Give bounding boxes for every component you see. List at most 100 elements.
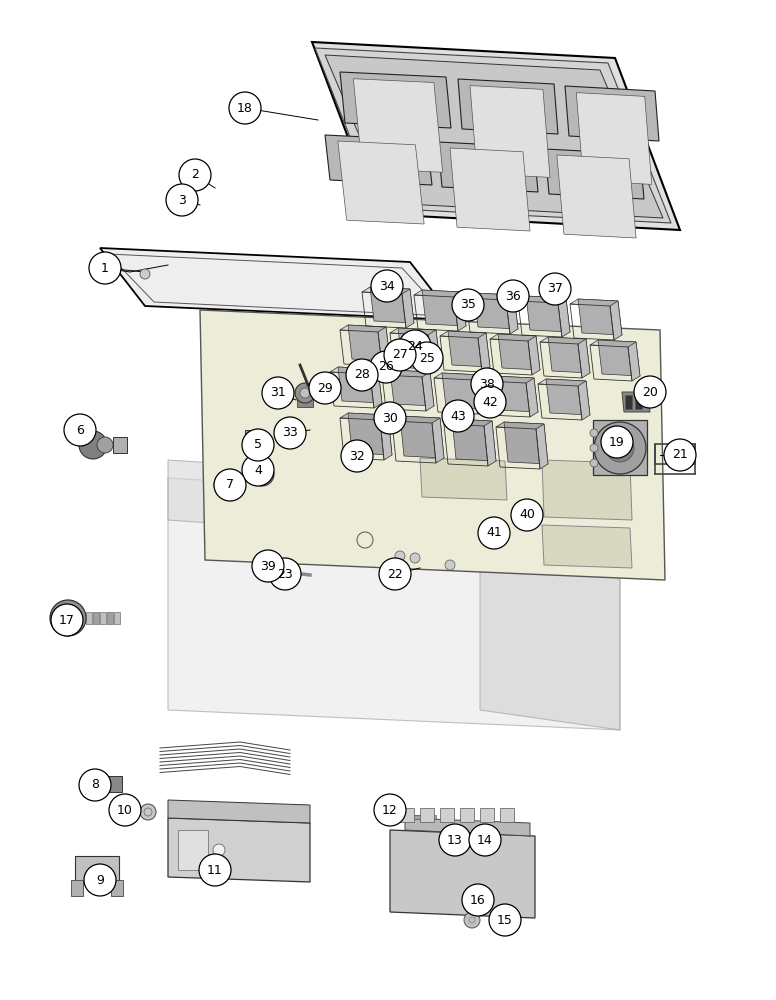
Circle shape: [51, 604, 83, 636]
Circle shape: [89, 252, 121, 284]
Polygon shape: [546, 379, 590, 415]
Circle shape: [399, 330, 431, 362]
Circle shape: [442, 400, 474, 432]
Text: 27: 27: [392, 349, 408, 361]
Circle shape: [474, 386, 506, 418]
Text: 12: 12: [382, 804, 398, 816]
Text: 32: 32: [349, 450, 365, 462]
Polygon shape: [93, 612, 99, 624]
Text: 30: 30: [382, 412, 398, 424]
Polygon shape: [458, 79, 558, 134]
Circle shape: [140, 804, 156, 820]
Circle shape: [252, 550, 284, 582]
Polygon shape: [178, 830, 208, 870]
Circle shape: [379, 558, 411, 590]
Polygon shape: [478, 333, 490, 372]
Polygon shape: [628, 342, 640, 381]
Polygon shape: [428, 330, 440, 369]
Polygon shape: [578, 299, 622, 335]
Text: 15: 15: [497, 914, 513, 926]
Polygon shape: [450, 148, 530, 231]
Polygon shape: [390, 328, 436, 335]
Text: 33: 33: [282, 426, 298, 440]
Polygon shape: [86, 612, 92, 624]
Circle shape: [478, 517, 510, 549]
Polygon shape: [168, 800, 310, 823]
Polygon shape: [353, 79, 442, 172]
Polygon shape: [168, 818, 310, 882]
Circle shape: [274, 417, 306, 449]
Polygon shape: [325, 55, 663, 218]
Circle shape: [79, 431, 107, 459]
Circle shape: [50, 600, 86, 636]
Circle shape: [664, 439, 696, 471]
Polygon shape: [460, 808, 474, 822]
Text: 10: 10: [117, 804, 133, 816]
Circle shape: [300, 388, 310, 398]
Polygon shape: [404, 815, 428, 819]
Polygon shape: [480, 808, 494, 822]
Text: 7: 7: [226, 479, 234, 491]
Polygon shape: [545, 149, 644, 199]
Text: 1: 1: [101, 261, 109, 274]
Polygon shape: [390, 830, 535, 918]
Circle shape: [452, 289, 484, 321]
Text: 5: 5: [254, 438, 262, 452]
Polygon shape: [593, 420, 647, 475]
Circle shape: [634, 376, 666, 408]
Polygon shape: [168, 460, 620, 562]
Circle shape: [411, 342, 443, 374]
Circle shape: [84, 864, 116, 896]
Circle shape: [469, 824, 501, 856]
Polygon shape: [400, 416, 444, 458]
Polygon shape: [526, 378, 538, 417]
Polygon shape: [388, 815, 412, 819]
Polygon shape: [102, 776, 122, 792]
Circle shape: [439, 824, 471, 856]
Polygon shape: [340, 413, 388, 420]
Polygon shape: [396, 815, 420, 819]
Circle shape: [371, 270, 403, 302]
Polygon shape: [370, 287, 414, 323]
Text: 13: 13: [447, 834, 462, 846]
Polygon shape: [484, 421, 496, 466]
Polygon shape: [526, 296, 570, 332]
Circle shape: [251, 434, 259, 442]
Polygon shape: [370, 369, 382, 408]
Polygon shape: [75, 856, 119, 884]
Circle shape: [64, 614, 72, 622]
Polygon shape: [438, 142, 538, 192]
Circle shape: [214, 471, 242, 499]
Circle shape: [606, 434, 634, 462]
Polygon shape: [312, 42, 680, 230]
Polygon shape: [340, 325, 386, 332]
Text: 42: 42: [482, 395, 498, 408]
Circle shape: [97, 437, 113, 453]
Circle shape: [262, 377, 294, 409]
Polygon shape: [570, 299, 618, 306]
Polygon shape: [362, 287, 410, 294]
Polygon shape: [422, 290, 466, 326]
Text: 38: 38: [479, 377, 495, 390]
Circle shape: [64, 414, 96, 446]
Polygon shape: [474, 375, 486, 414]
Text: 9: 9: [96, 874, 104, 886]
Text: 25: 25: [419, 352, 435, 364]
Text: 21: 21: [672, 448, 688, 462]
Polygon shape: [470, 86, 550, 177]
Text: 34: 34: [379, 279, 395, 292]
Polygon shape: [480, 496, 620, 730]
Polygon shape: [598, 340, 640, 376]
Polygon shape: [405, 818, 530, 836]
Text: 24: 24: [407, 340, 423, 353]
Text: 43: 43: [450, 410, 466, 422]
Circle shape: [497, 280, 529, 312]
Polygon shape: [297, 399, 313, 407]
Polygon shape: [565, 86, 659, 141]
Polygon shape: [506, 295, 518, 334]
Circle shape: [166, 184, 198, 216]
Circle shape: [462, 884, 494, 916]
Polygon shape: [536, 424, 548, 469]
Text: 28: 28: [354, 368, 370, 381]
Polygon shape: [635, 395, 642, 409]
